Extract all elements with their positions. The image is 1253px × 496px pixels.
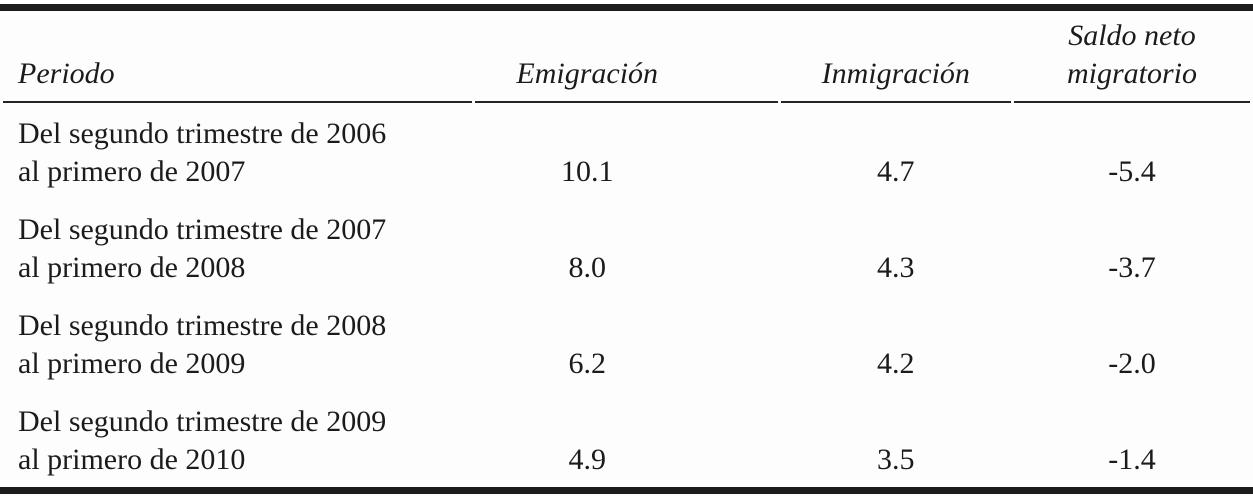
- cell-emigracion: 10.1: [560, 155, 614, 188]
- table-row-2007-2008: Del segundo trimestre de 2007 al primero…: [3, 199, 1250, 295]
- column-header-inmigracion: Inmigración: [780, 11, 1011, 103]
- table-body: Del segundo trimestre de 2006 al primero…: [3, 103, 1250, 487]
- cell-inmigracion: 3.5: [877, 443, 915, 476]
- migration-table-frame: Periodo Emigración Inmigración Saldo net…: [0, 4, 1253, 494]
- cell-inmigracion: 4.3: [877, 251, 915, 284]
- periodo-line1: Del segundo trimestre de 2006: [18, 117, 387, 150]
- cell-periodo: Del segundo trimestre de 2006 al primero…: [3, 103, 472, 199]
- column-header-emigracion: Emigración: [474, 11, 778, 103]
- cell-saldo-neto: -3.7: [1108, 251, 1156, 284]
- cell-saldo-neto: -2.0: [1108, 347, 1156, 380]
- periodo-line2: al primero de 2007: [18, 155, 246, 188]
- cell-periodo: Del segundo trimestre de 2009 al primero…: [3, 391, 472, 487]
- periodo-line1: Del segundo trimestre de 2007: [18, 213, 387, 246]
- migration-table: Periodo Emigración Inmigración Saldo net…: [0, 11, 1253, 487]
- periodo-line2: al primero de 2010: [18, 443, 246, 476]
- table-header: Periodo Emigración Inmigración Saldo net…: [3, 11, 1250, 103]
- cell-inmigracion: 4.2: [877, 347, 915, 380]
- cell-emigracion: 4.9: [568, 443, 606, 476]
- periodo-line1: Del segundo trimestre de 2008: [18, 309, 387, 342]
- cell-emigracion: 6.2: [568, 347, 606, 380]
- cell-periodo: Del segundo trimestre de 2007 al primero…: [3, 199, 472, 295]
- cell-saldo-neto: -5.4: [1108, 155, 1156, 188]
- header-saldo-line1: Saldo neto: [1068, 19, 1196, 52]
- column-header-saldo-neto: Saldo neto migratorio: [1013, 11, 1250, 103]
- periodo-line1: Del segundo trimestre de 2009: [18, 405, 387, 438]
- table-row-2006-2007: Del segundo trimestre de 2006 al primero…: [3, 103, 1250, 199]
- column-header-periodo: Periodo: [3, 11, 472, 103]
- periodo-line2: al primero de 2008: [18, 251, 246, 284]
- periodo-line2: al primero de 2009: [18, 347, 246, 380]
- cell-inmigracion: 4.7: [877, 155, 915, 188]
- cell-periodo: Del segundo trimestre de 2008 al primero…: [3, 295, 472, 391]
- header-saldo-line2: migratorio: [1066, 57, 1197, 90]
- cell-emigracion: 8.0: [568, 251, 606, 284]
- table-row-2009-2010: Del segundo trimestre de 2009 al primero…: [3, 391, 1250, 487]
- header-row: Periodo Emigración Inmigración Saldo net…: [3, 11, 1250, 103]
- table-row-2008-2009: Del segundo trimestre de 2008 al primero…: [3, 295, 1250, 391]
- cell-saldo-neto: -1.4: [1108, 443, 1156, 476]
